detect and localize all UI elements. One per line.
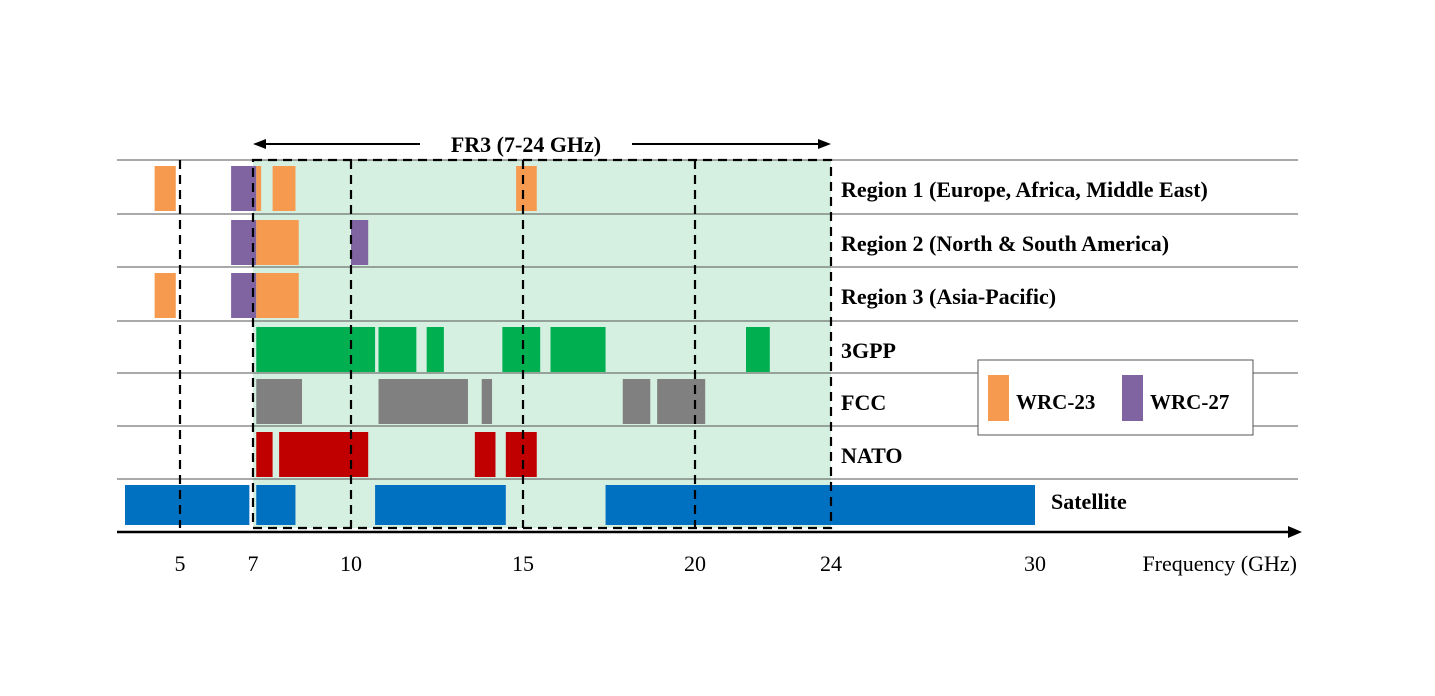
row-label: Region 3 (Asia-Pacific) xyxy=(841,284,1056,309)
allocation-bar xyxy=(256,273,299,318)
legend-label: WRC-23 xyxy=(1016,390,1095,414)
legend-swatch xyxy=(1122,375,1143,421)
allocation-bar xyxy=(154,166,176,211)
x-tick-label: 20 xyxy=(684,551,706,576)
row-label: Satellite xyxy=(1051,489,1127,514)
allocation-bar xyxy=(746,327,770,372)
x-axis-label: Frequency (GHz) xyxy=(1142,551,1297,576)
x-axis-arrow-icon xyxy=(1288,526,1302,538)
allocation-bar xyxy=(375,485,506,525)
fr3-dashed-box xyxy=(251,158,833,530)
allocation-bar xyxy=(605,485,1035,525)
allocation-bar xyxy=(502,327,541,372)
row-label: Region 1 (Europe, Africa, Middle East) xyxy=(841,177,1208,202)
allocation-bar xyxy=(481,379,493,424)
allocation-bar xyxy=(622,379,651,424)
legend-box xyxy=(977,359,1254,436)
allocation-bar xyxy=(474,432,496,477)
allocation-bar xyxy=(256,220,299,265)
allocation-bar xyxy=(378,327,417,372)
legend-swatch xyxy=(988,375,1009,421)
allocation-bar xyxy=(279,432,369,477)
allocation-bar xyxy=(256,485,296,525)
legend-label: WRC-27 xyxy=(1150,390,1229,414)
arrow-right-icon xyxy=(818,139,831,149)
x-tick-label: 7 xyxy=(248,551,259,576)
allocation-bar xyxy=(351,220,369,265)
row-label: NATO xyxy=(841,443,903,468)
allocation-bar xyxy=(550,327,606,372)
allocation-bar xyxy=(154,273,176,318)
x-tick-label: 30 xyxy=(1024,551,1046,576)
allocation-bar xyxy=(426,327,444,372)
allocation-bar xyxy=(256,379,302,424)
allocation-bar xyxy=(657,379,706,424)
allocation-bar xyxy=(125,485,250,525)
allocation-bar xyxy=(272,166,296,211)
arrow-left-icon xyxy=(253,139,266,149)
allocation-bar xyxy=(231,220,257,265)
allocation-bar xyxy=(256,166,262,211)
allocation-bar xyxy=(256,327,376,372)
x-tick-label: 24 xyxy=(820,551,842,576)
allocation-bar xyxy=(516,166,537,211)
allocation-bar xyxy=(256,432,273,477)
row-label: FCC xyxy=(841,390,886,415)
row-label: 3GPP xyxy=(841,338,896,363)
x-tick-label: 10 xyxy=(340,551,362,576)
row-label: Region 2 (North & South America) xyxy=(841,231,1169,256)
x-tick-label: 15 xyxy=(512,551,534,576)
chart-title: FR3 (7-24 GHz) xyxy=(451,132,601,157)
allocation-bar xyxy=(505,432,537,477)
allocation-bar xyxy=(378,379,468,424)
x-tick-label: 5 xyxy=(175,551,186,576)
